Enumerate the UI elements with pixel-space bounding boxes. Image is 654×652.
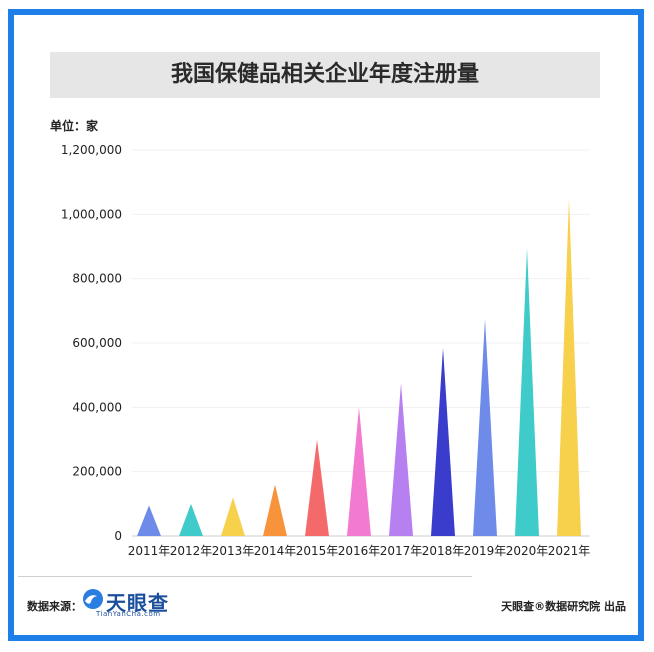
chart-title: 我国保健品相关企业年度注册量 [50, 52, 600, 98]
tianyancha-logo: 天眼查 TianYanCha.com [82, 586, 192, 622]
x-tick-label: 2017年 [380, 544, 423, 558]
x-tick-label: 2018年 [422, 544, 465, 558]
y-tick-label: 1,000,000 [61, 207, 122, 221]
x-tick-label: 2014年 [254, 544, 297, 558]
x-tick-label: 2016年 [338, 544, 381, 558]
bar-2021年 [557, 198, 581, 536]
footer-divider [18, 576, 472, 577]
logo-subtext: TianYanCha.com [96, 610, 161, 618]
x-tick-label: 2013年 [212, 544, 255, 558]
logo-text: 天眼查 [106, 591, 169, 615]
y-tick-label: 400,000 [72, 400, 122, 414]
bar-2019年 [473, 318, 497, 536]
bar-2013年 [221, 497, 245, 536]
bar-2016年 [347, 407, 371, 536]
x-tick-label: 2011年 [128, 544, 171, 558]
bar-2012年 [179, 503, 203, 536]
y-tick-label: 200,000 [72, 465, 122, 479]
bar-2014年 [263, 484, 287, 536]
bar-2018年 [431, 347, 455, 536]
y-tick-label: 800,000 [72, 272, 122, 286]
bar-2015年 [305, 439, 329, 536]
bar-2017年 [389, 383, 413, 536]
x-tick-label: 2015年 [296, 544, 339, 558]
y-tick-label: 0 [114, 529, 122, 543]
x-tick-label: 2012年 [170, 544, 213, 558]
wave-logo-icon [83, 589, 103, 609]
x-tick-label: 2021年 [548, 544, 591, 558]
x-tick-label: 2020年 [506, 544, 549, 558]
credit-text: 天眼查®数据研究院 出品 [501, 600, 626, 613]
y-tick-label: 1,200,000 [61, 143, 122, 157]
x-tick-label: 2019年 [464, 544, 507, 558]
y-tick-label: 600,000 [72, 336, 122, 350]
bar-2011年 [137, 505, 161, 536]
source-label: 数据来源： [27, 600, 82, 613]
bar-2020年 [515, 248, 539, 536]
unit-label: 单位：家 [50, 119, 99, 133]
